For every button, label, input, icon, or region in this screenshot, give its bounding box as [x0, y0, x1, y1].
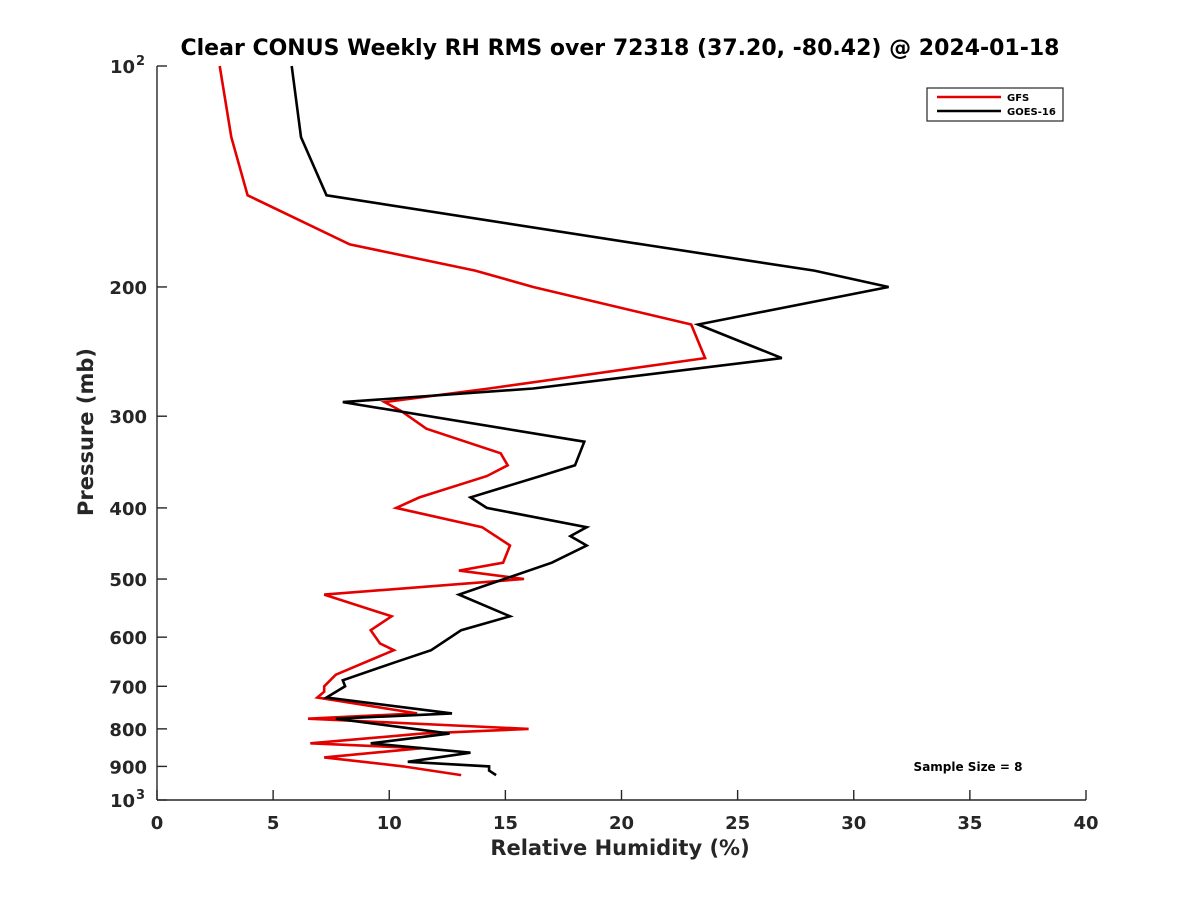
- x-axis-label: Relative Humidity (%): [490, 836, 749, 860]
- series-line-gfs: [218, 65, 707, 777]
- legend: GFS GOES-16: [926, 87, 1064, 122]
- x-tick-label: 30: [841, 813, 866, 834]
- x-tick-label: 5: [267, 813, 280, 834]
- series-line-goes-16: [290, 65, 889, 777]
- x-tick-label: 20: [609, 813, 634, 834]
- axes: [156, 66, 1086, 801]
- y-tick-label: 700: [109, 677, 147, 698]
- x-axis-ticks: 0 5 10 15 20 25 30 35 40: [151, 790, 1099, 834]
- x-tick-label: 0: [151, 813, 164, 834]
- y-tick-exponent: 3: [136, 788, 145, 803]
- y-tick-exponent: 2: [136, 54, 145, 69]
- legend-entry: GOES-16: [1007, 107, 1056, 118]
- sample-size-annotation: Sample Size = 8: [914, 760, 1023, 774]
- y-tick-label: 10: [110, 791, 135, 812]
- plot-lines: [218, 65, 889, 777]
- legend-box: [926, 87, 1064, 122]
- x-tick-label: 40: [1073, 813, 1098, 834]
- y-tick-label: 10: [110, 57, 135, 78]
- x-tick-label: 25: [725, 813, 750, 834]
- legend-entry: GFS: [1007, 93, 1029, 104]
- x-tick-label: 35: [957, 813, 982, 834]
- y-tick-label: 800: [109, 720, 147, 741]
- y-tick-label: 900: [109, 757, 147, 778]
- y-axis-label: Pressure (mb): [74, 348, 98, 516]
- y-tick-label: 200: [109, 278, 147, 299]
- y-tick-label: 500: [109, 570, 147, 591]
- y-tick-label: 600: [109, 628, 147, 649]
- y-tick-label: 300: [109, 407, 147, 428]
- x-tick-label: 10: [377, 813, 402, 834]
- x-tick-label: 15: [493, 813, 518, 834]
- chart-title: Clear CONUS Weekly RH RMS over 72318 (37…: [181, 36, 1060, 61]
- y-tick-label: 400: [109, 499, 147, 520]
